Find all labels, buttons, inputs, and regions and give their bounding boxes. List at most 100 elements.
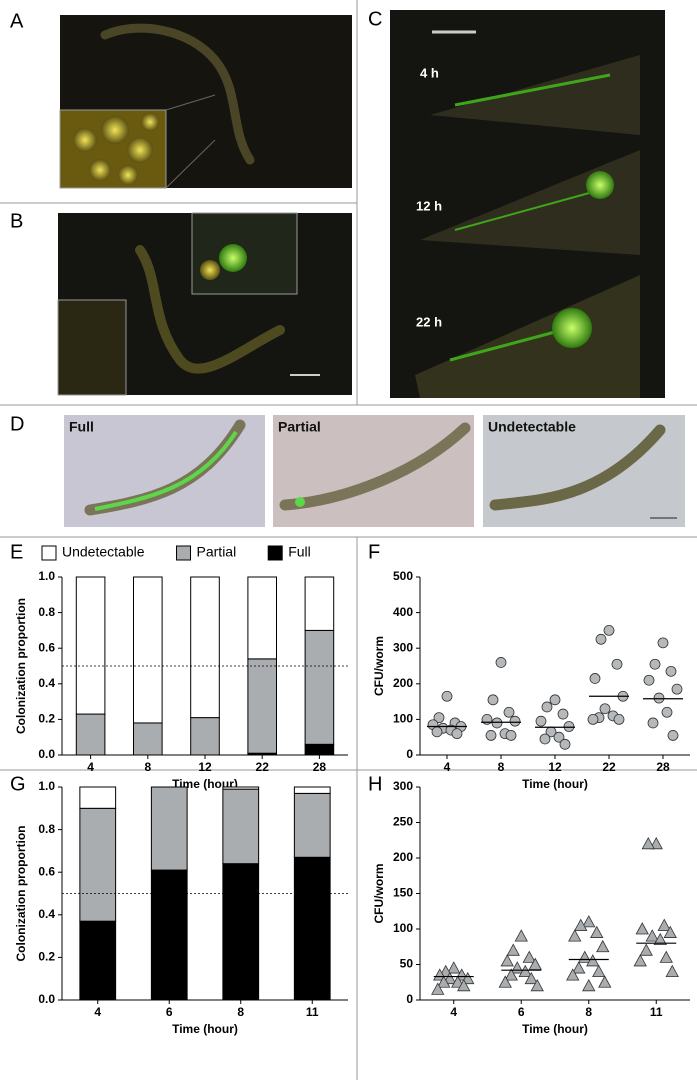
y-tick-label: 0.6 [38,864,55,878]
micrograph [59,15,352,189]
x-tick-label: 8 [498,760,505,774]
bar-segment [190,576,220,719]
x-tick-label: 8 [237,1005,244,1019]
data-point [514,929,528,942]
y-axis-label: Colonization proportion [14,826,28,962]
panel-label: F [368,541,380,563]
data-point [671,683,683,695]
data-point [504,968,518,981]
data-point [595,633,607,645]
y-tick-label: 0.4 [38,907,55,921]
bar-segment [150,869,188,1001]
data-point [557,708,569,720]
data-point [613,714,625,725]
time-annotation: 4 h [420,65,439,80]
data-point [500,954,514,967]
time-annotation: 22 h [416,314,442,329]
micrograph [64,415,685,527]
x-axis-label: Time (hour) [172,777,238,791]
time-annotation: 12 h [416,198,442,213]
y-tick-label: 100 [393,921,413,935]
panel-label: G [10,773,26,795]
data-point [649,836,663,850]
data-point [491,717,503,729]
data-point [572,961,586,974]
x-axis-label: Time (hour) [522,777,588,791]
bar-segment [304,629,335,745]
y-tick-label: 100 [393,712,413,726]
data-point [639,943,653,956]
data-point [568,929,582,942]
y-tick-label: 400 [393,605,413,619]
bar-segment [133,722,163,756]
x-tick-label: 4 [87,760,94,774]
x-tick-label: 8 [144,760,151,774]
data-point [506,943,520,956]
y-tick-label: 0 [406,747,413,761]
bar-segment [79,920,117,1001]
data-point [553,731,565,743]
y-tick-label: 200 [393,676,413,690]
x-tick-label: 4 [94,1005,101,1019]
legend-label: Partial [197,544,237,560]
micrograph [57,212,352,396]
x-axis-label: Time (hour) [172,1022,238,1036]
x-tick-label: 11 [650,1005,663,1019]
y-tick-label: 0.4 [38,676,55,690]
legend-label: Undetectable [62,544,145,560]
category-annotation: Partial [278,419,321,435]
x-tick-label: 22 [602,760,616,774]
bar-segment [79,786,117,809]
y-tick-label: 1.0 [38,779,55,793]
data-point [559,738,571,750]
data-point [541,701,553,713]
x-tick-label: 22 [256,760,270,774]
x-axis-label: Time (hour) [522,1022,588,1036]
y-axis-label: CFU/worm [372,636,386,696]
bar-segment [190,717,220,756]
data-point [498,975,512,988]
x-tick-label: 12 [198,760,212,774]
bar-segment [293,792,331,858]
data-point [495,657,507,668]
data-point [503,706,515,718]
data-point [589,673,601,684]
data-point [661,706,673,718]
data-point [530,978,544,992]
data-point [505,730,517,741]
y-tick-label: 0.2 [38,712,55,726]
y-tick-label: 200 [393,850,413,864]
y-tick-label: 500 [393,569,413,583]
bar-segment [293,856,331,1001]
data-point [587,714,599,725]
bar-segment [79,807,117,922]
panel-label: H [368,773,382,795]
data-point [485,730,497,741]
data-point [598,975,612,988]
y-tick-label: 0.0 [38,747,55,761]
data-point [431,982,445,995]
data-point [539,733,551,745]
data-point [441,690,453,702]
bar-segment [293,786,331,794]
data-point [574,918,588,931]
legend-swatch [267,545,283,561]
category-annotation: Undetectable [488,419,576,435]
data-point [592,964,606,977]
data-point [653,692,665,704]
x-tick-label: 4 [450,1005,457,1019]
x-tick-label: 4 [444,760,451,774]
data-point [657,637,669,649]
data-point [645,929,659,942]
bar-segment [150,786,188,871]
category-annotation: Full [69,419,94,435]
legend-swatch [41,545,57,561]
data-point [663,925,677,938]
data-point [665,665,677,677]
data-point [611,658,623,670]
data-point [549,694,561,706]
y-tick-label: 0.2 [38,950,55,964]
data-point [649,658,661,670]
data-point [582,915,596,928]
data-point [433,712,445,724]
